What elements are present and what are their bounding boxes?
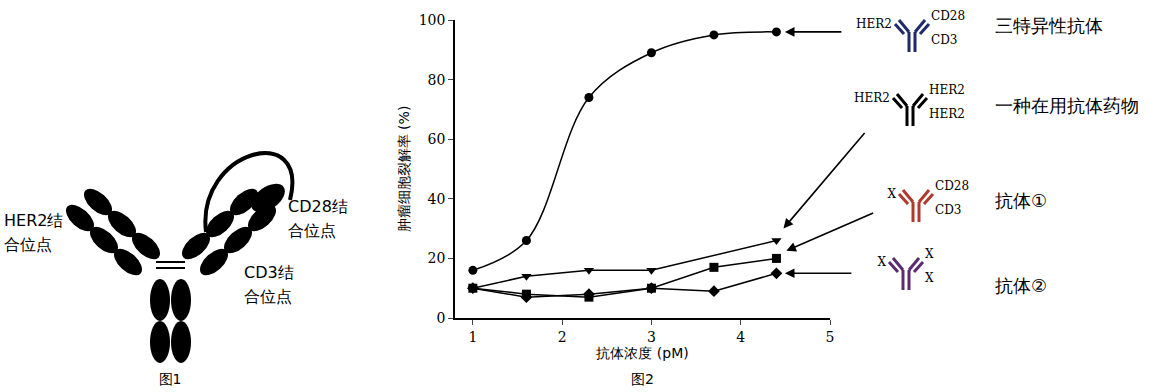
svg-text:CD28结: CD28结 <box>288 197 348 216</box>
svg-text:0: 0 <box>437 310 446 326</box>
svg-text:2: 2 <box>558 329 567 345</box>
svg-text:HER2: HER2 <box>854 91 890 105</box>
svg-text:抗体①: 抗体① <box>995 190 1047 211</box>
svg-text:HER2: HER2 <box>929 83 965 97</box>
svg-text:40: 40 <box>428 191 446 207</box>
svg-text:合位点: 合位点 <box>288 221 336 240</box>
svg-text:X: X <box>925 247 934 261</box>
svg-text:X: X <box>877 255 886 269</box>
svg-text:80: 80 <box>428 72 446 88</box>
svg-text:抗体②: 抗体② <box>995 275 1047 296</box>
svg-text:X: X <box>887 187 896 201</box>
svg-text:一种在用抗体药物: 一种在用抗体药物 <box>995 95 1139 116</box>
svg-text:1: 1 <box>468 329 477 345</box>
svg-text:HER2结: HER2结 <box>4 211 63 230</box>
svg-text:CD28: CD28 <box>931 9 965 23</box>
svg-text:3: 3 <box>647 329 656 345</box>
svg-text:合位点: 合位点 <box>4 235 52 254</box>
svg-text:抗体浓度 (pM): 抗体浓度 (pM) <box>596 345 688 361</box>
svg-text:5: 5 <box>826 329 835 345</box>
svg-text:HER2: HER2 <box>856 17 892 31</box>
svg-text:HER2: HER2 <box>929 107 965 121</box>
svg-text:合位点: 合位点 <box>244 287 292 306</box>
svg-text:图2: 图2 <box>631 371 654 387</box>
svg-text:CD3: CD3 <box>935 203 961 217</box>
svg-text:CD3结: CD3结 <box>244 263 294 282</box>
svg-text:4: 4 <box>736 329 745 345</box>
svg-text:20: 20 <box>428 250 446 266</box>
svg-text:图1: 图1 <box>159 371 182 387</box>
svg-text:三特异性抗体: 三特异性抗体 <box>995 15 1103 36</box>
svg-text:肿瘤细胞裂解率 (%): 肿瘤细胞裂解率 (%) <box>396 106 412 233</box>
svg-text:CD3: CD3 <box>931 33 957 47</box>
svg-text:CD28: CD28 <box>935 179 969 193</box>
svg-text:60: 60 <box>428 131 446 147</box>
svg-text:100: 100 <box>419 12 446 28</box>
svg-text:X: X <box>925 271 934 285</box>
